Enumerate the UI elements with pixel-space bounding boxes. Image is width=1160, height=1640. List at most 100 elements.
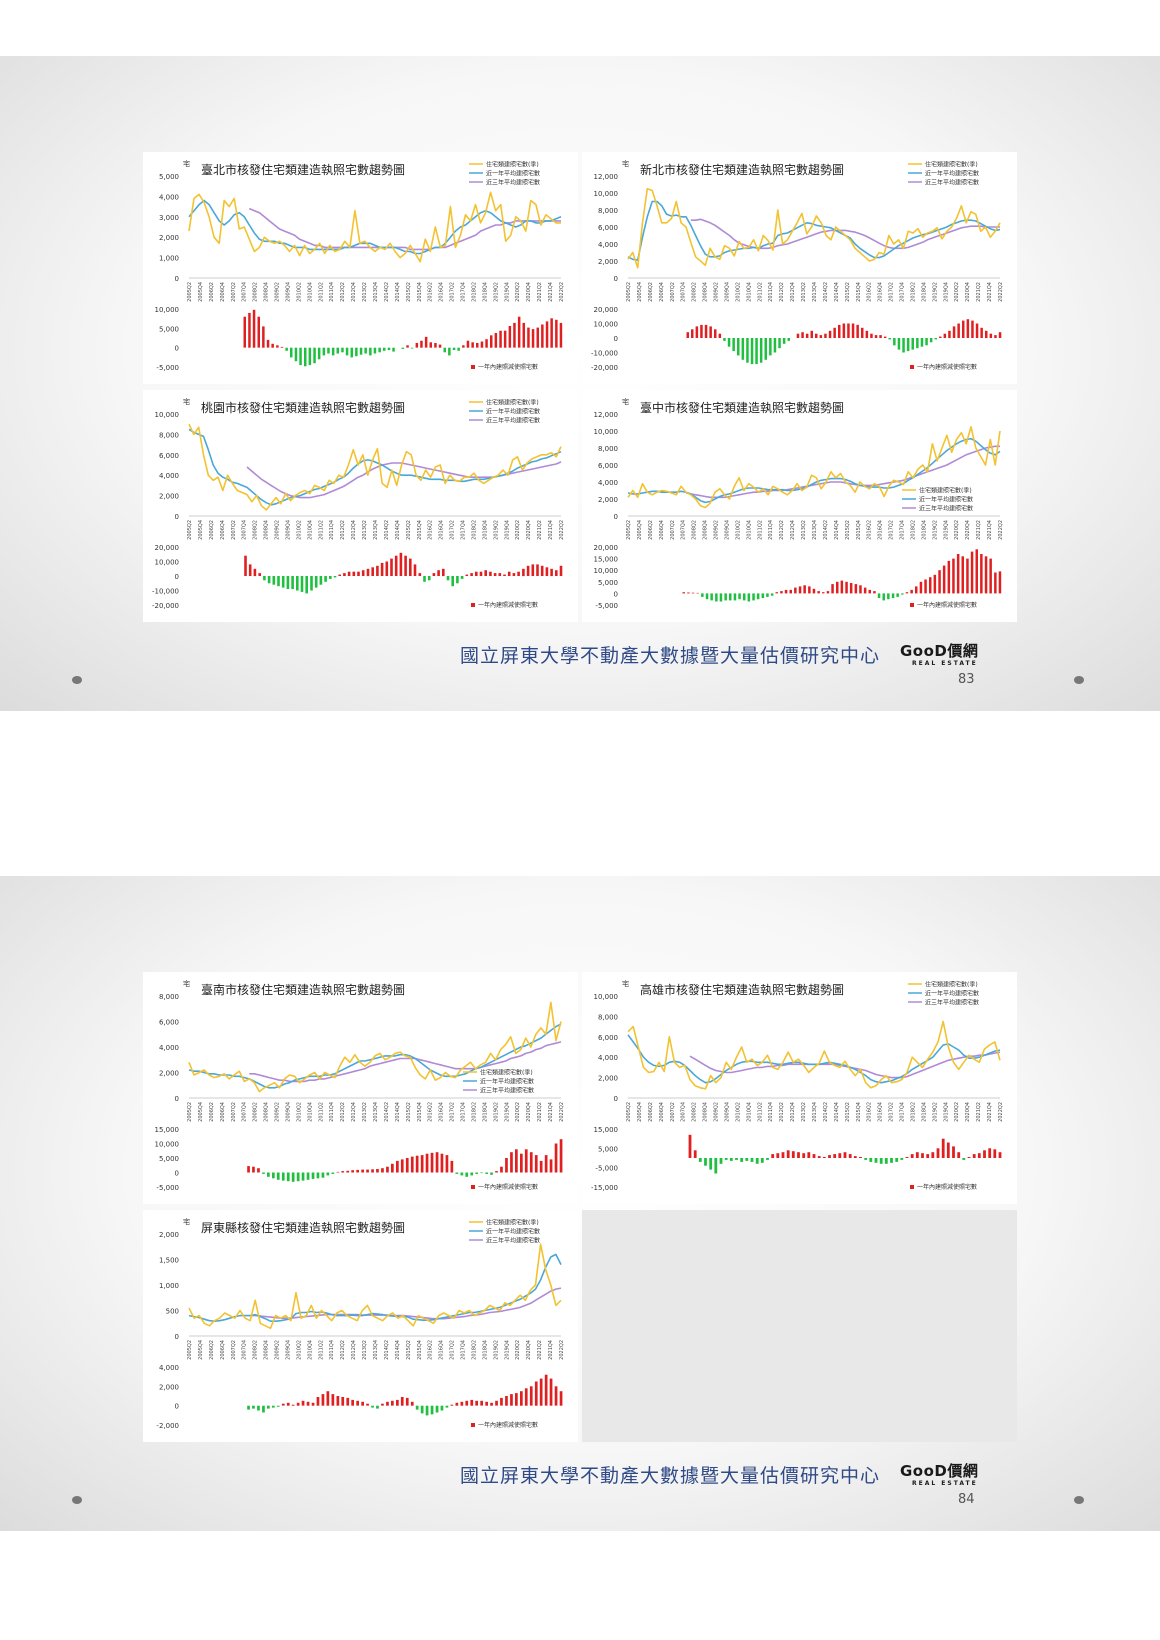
bar — [888, 338, 891, 340]
x-tick-label: 2010Q4 — [746, 282, 752, 302]
bar — [510, 1394, 513, 1406]
bar — [420, 340, 423, 348]
y-tick-label: 10,000 — [594, 993, 619, 1001]
bar — [272, 1405, 275, 1408]
bar — [933, 574, 937, 594]
bar — [331, 1394, 335, 1406]
bar — [989, 333, 993, 338]
bar — [508, 326, 512, 348]
bar — [750, 1158, 754, 1162]
bar — [500, 1397, 503, 1406]
bar — [470, 1399, 474, 1406]
legend-one-year-label: 近一年平均建照宅數 — [925, 170, 979, 178]
bar — [709, 1158, 713, 1170]
bar — [782, 338, 786, 344]
bar — [911, 338, 914, 350]
x-tick-label: 2017Q2 — [450, 1340, 456, 1360]
x-tick-label: 2018Q2 — [471, 282, 477, 302]
x-tick-label: 2011Q2 — [318, 282, 324, 302]
bar — [450, 1404, 454, 1406]
logo-good-real-estate: GooD價網 REAL ESTATE — [900, 1460, 978, 1487]
bar — [345, 347, 349, 356]
bar — [305, 576, 308, 594]
bar — [329, 576, 332, 579]
x-tick-label: 2018Q4 — [921, 520, 927, 540]
y-tick-label: 12,000 — [594, 411, 619, 419]
bar — [980, 327, 983, 338]
x-tick-label: 2013Q4 — [812, 520, 818, 540]
bar — [405, 1158, 409, 1173]
x-tick-label: 2008Q4 — [264, 1340, 270, 1360]
bar — [316, 1172, 320, 1179]
x-tick-label: 2021Q4 — [548, 520, 554, 540]
footer-institution: 國立屏東大學不動產大數據暨大量估價研究中心 — [460, 645, 881, 667]
bar — [961, 556, 964, 594]
bar — [838, 324, 841, 338]
bar — [490, 1172, 493, 1175]
bar — [485, 1401, 488, 1406]
bar — [715, 593, 718, 602]
bar — [415, 343, 419, 348]
x-tick-label: 2014Q4 — [395, 282, 401, 302]
bar — [966, 319, 970, 338]
legend-quarterly-label: 住宅類建照宅數(季) — [486, 161, 539, 169]
x-tick-label: 2013Q2 — [362, 520, 368, 540]
bar — [424, 336, 428, 348]
bar — [957, 323, 960, 338]
x-tick-label: 2007Q4 — [242, 282, 248, 302]
x-tick-label: 2008Q2 — [253, 1340, 259, 1360]
bar — [286, 1172, 290, 1182]
bar — [755, 1158, 759, 1164]
bar — [498, 573, 502, 576]
x-tick-label: 2006Q4 — [220, 282, 226, 302]
bar — [701, 593, 704, 597]
x-tick-label: 2020Q2 — [515, 282, 521, 302]
x-tick-label: 2013Q4 — [373, 282, 379, 302]
bar — [989, 558, 992, 594]
x-tick-label: 2006Q4 — [659, 282, 665, 302]
bar — [435, 1405, 439, 1413]
bar — [534, 1381, 538, 1406]
bar — [924, 579, 927, 594]
bar-y-tick-label: 10,000 — [155, 306, 180, 314]
x-tick-label: 2015Q4 — [417, 520, 423, 540]
bar — [864, 1158, 868, 1160]
x-tick-label: 2018Q2 — [910, 282, 916, 302]
x-tick-label: 2006Q4 — [659, 1102, 665, 1122]
bar — [691, 329, 694, 338]
bar — [294, 347, 298, 362]
bar — [817, 1156, 821, 1158]
legend-quarterly-label: 住宅類建照宅數(季) — [925, 161, 978, 169]
legend-one-year-label: 近一年平均建照宅數 — [486, 1228, 540, 1236]
x-tick-label: 2006Q2 — [209, 1102, 215, 1122]
bar — [252, 1405, 255, 1409]
legend-bars-swatch — [471, 365, 475, 369]
bar — [805, 333, 809, 338]
chart-title: 臺中市核發住宅類建造執照宅數趨勢圖 — [640, 400, 844, 415]
legend-three-year-label: 近三年平均建照宅數 — [480, 1087, 534, 1095]
bar — [948, 330, 951, 339]
bar — [740, 1158, 744, 1162]
bar — [865, 330, 869, 339]
bar — [766, 1158, 769, 1160]
x-tick-label: 2015Q4 — [417, 1340, 423, 1360]
bar — [873, 591, 876, 594]
bar — [919, 581, 923, 594]
x-tick-label: 2013Q4 — [812, 1102, 818, 1122]
y-tick-label: 10,000 — [594, 428, 619, 436]
bar — [896, 593, 899, 597]
x-tick-label: 2016Q2 — [867, 520, 873, 540]
y-tick-label: 1,500 — [159, 1257, 179, 1265]
bar — [791, 1151, 795, 1158]
bar — [812, 1154, 816, 1158]
x-tick-label: 2012Q2 — [779, 282, 785, 302]
x-tick-label: 2017Q2 — [889, 1102, 895, 1122]
bar — [686, 332, 689, 338]
bar — [396, 1399, 399, 1406]
x-tick-label: 2013Q4 — [373, 1340, 379, 1360]
bar — [524, 1388, 528, 1406]
chart-title: 新北市核發住宅類建造執照宅數趨勢圖 — [640, 162, 844, 177]
bar — [554, 1143, 558, 1173]
x-tick-label: 2016Q4 — [439, 1102, 445, 1122]
bar — [430, 1152, 434, 1173]
